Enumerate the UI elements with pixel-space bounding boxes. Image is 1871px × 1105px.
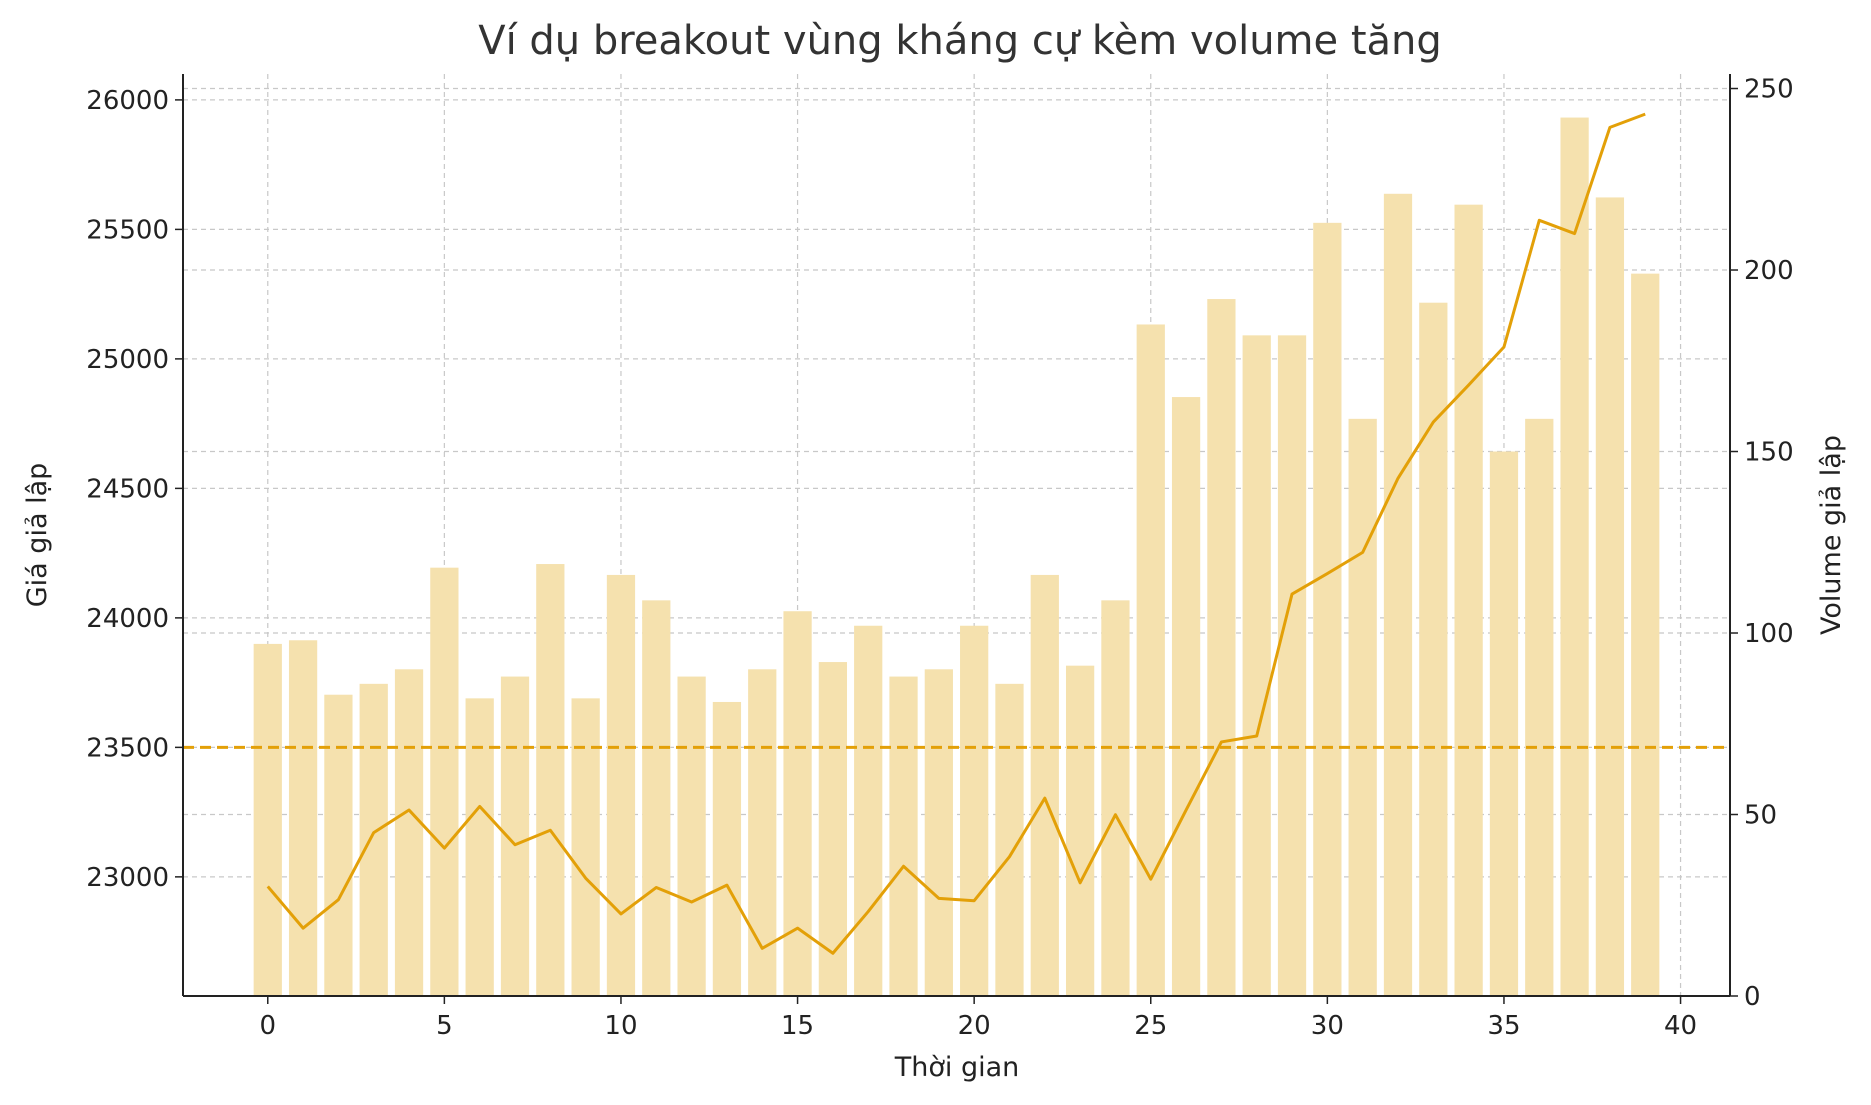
- y-tick-label: 25000: [86, 345, 169, 375]
- price-line: [266, 112, 1646, 955]
- volume-bar: [1242, 335, 1271, 996]
- x-tick-label: 20: [958, 1011, 991, 1041]
- volume-bar: [1030, 574, 1059, 996]
- volume-bar: [324, 694, 353, 996]
- volume-bars: [253, 117, 1660, 997]
- volume-bar: [1419, 302, 1448, 996]
- y2-tick-label: 50: [1744, 801, 1777, 831]
- y-tick-label: 26000: [86, 86, 169, 116]
- y2-tick-label: 200: [1744, 256, 1794, 286]
- y2-tick-label: 100: [1744, 619, 1794, 649]
- volume-bar: [677, 676, 706, 996]
- y-tick-label: 24000: [86, 604, 169, 634]
- volume-bar: [642, 600, 671, 996]
- chart-title: Ví dụ breakout vùng kháng cự kèm volume …: [478, 18, 1442, 64]
- volume-bar: [288, 640, 318, 996]
- x-tick-label: 5: [436, 1011, 453, 1041]
- volume-bar: [359, 683, 388, 996]
- x-tick-label: 10: [604, 1011, 637, 1041]
- y-axis-label-right: Volume giả lập: [1816, 435, 1847, 635]
- price-series-line: [266, 112, 1646, 955]
- volume-bar: [500, 676, 530, 996]
- y-tick-label: 23000: [86, 863, 169, 893]
- volume-bar: [924, 669, 953, 996]
- volume-bar: [536, 564, 565, 996]
- volume-bar: [960, 625, 989, 996]
- volume-bar: [253, 643, 282, 996]
- volume-bar: [1136, 324, 1165, 996]
- volume-bar: [712, 701, 742, 996]
- x-tick-label: 15: [781, 1011, 814, 1041]
- volume-bar: [1207, 299, 1236, 996]
- y2-tick-label: 250: [1744, 75, 1794, 105]
- volume-bar: [394, 669, 424, 996]
- volume-bar: [1560, 117, 1589, 996]
- volume-bar: [1631, 273, 1660, 997]
- x-tick-label: 35: [1487, 1011, 1520, 1041]
- x-tick-label: 30: [1311, 1011, 1344, 1041]
- y2-tick-label: 0: [1744, 982, 1761, 1012]
- volume-bar: [1348, 418, 1377, 996]
- tick-labels: 0 5 10 15 20 25 30 35 40230002350024000245002500…: [86, 75, 1793, 1041]
- volume-bar: [889, 676, 918, 996]
- volume-bar: [606, 574, 636, 996]
- volume-bar: [1383, 193, 1413, 996]
- volume-bar: [465, 698, 494, 996]
- volume-bar: [1171, 397, 1201, 996]
- y-tick-label: 23500: [86, 733, 169, 763]
- volume-bar: [1101, 600, 1130, 996]
- volume-bar: [430, 567, 459, 996]
- y-tick-label: 24500: [86, 474, 169, 504]
- x-tick-label: 0: [259, 1011, 276, 1041]
- x-tick-label: 25: [1134, 1011, 1167, 1041]
- volume-bar: [1313, 222, 1342, 996]
- x-tick-label: 40: [1664, 1011, 1697, 1041]
- volume-bar: [1525, 418, 1554, 996]
- axes: [175, 74, 1738, 1004]
- volume-bar: [571, 698, 600, 996]
- volume-bar: [783, 611, 812, 996]
- x-axis-label: Thời gian: [894, 1052, 1020, 1083]
- volume-bar: [854, 625, 883, 996]
- volume-bar: [1454, 204, 1483, 996]
- volume-bar: [1489, 451, 1519, 996]
- y-axis-label-left: Giá giả lập: [22, 463, 53, 608]
- y2-tick-label: 150: [1744, 438, 1794, 468]
- volume-bar: [1595, 197, 1625, 996]
- y-tick-label: 25500: [86, 215, 169, 245]
- volume-bar: [1277, 335, 1307, 996]
- volume-bar: [1065, 665, 1095, 996]
